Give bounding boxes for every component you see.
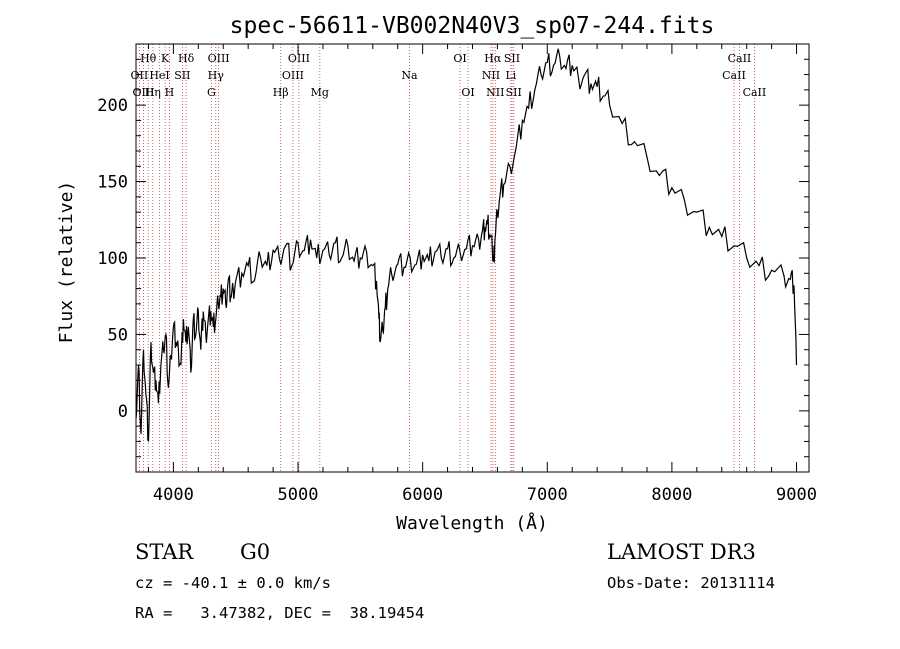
line-label-14: OIII [288, 52, 310, 65]
line-label-22: SII [504, 52, 520, 65]
x-axis-label: Wavelength (Å) [396, 512, 548, 534]
line-label-13: OIII [282, 69, 304, 82]
x-tick-label: 5000 [278, 485, 319, 505]
spectral-line-labels: Hθ OII OIII K HeI Hη SII H Hδ OIII Hγ G Hβ OIII OIII Mg… [131, 52, 767, 99]
y-tick-label: 150 [97, 173, 128, 193]
spectrum-chart: spec-56611-VB002N40V3_sp07-244.fits Hθ OI… [0, 0, 900, 540]
x-tick-label: 8000 [651, 485, 692, 505]
spectrum-series-line [135, 48, 798, 442]
x-tick-label: 7000 [527, 485, 568, 505]
object-subclass: G0 [240, 540, 271, 564]
line-label-20: NII [482, 69, 500, 82]
line-label-9: OIII [208, 52, 230, 65]
line-label-11: G [207, 86, 216, 99]
y-tick-label: 200 [97, 96, 128, 116]
chart-background [0, 0, 900, 540]
ra-dec: RA = 3.47382, DEC = 38.19454 [135, 604, 425, 622]
y-tick-label: 100 [97, 249, 128, 269]
line-label-15: Mg [311, 86, 329, 99]
line-label-1: OII [131, 69, 149, 82]
line-label-3: K [161, 52, 170, 65]
object-class: STAR [135, 540, 194, 564]
line-label-12: Hβ [273, 86, 289, 99]
spectral-line-markers [138, 44, 755, 472]
line-label-24: SII [506, 86, 522, 99]
line-label-7: H [165, 86, 175, 99]
line-label-10: Hγ [208, 69, 225, 82]
line-label-8: Hδ [178, 52, 195, 65]
line-label-25: CaII [728, 52, 752, 65]
redshift-cz: cz = -40.1 ± 0.0 km/s [135, 574, 331, 592]
line-label-26: CaII [722, 69, 746, 82]
obs-date: Obs-Date: 20131114 [607, 574, 775, 592]
x-tick-label: 9000 [776, 485, 817, 505]
line-label-19: Hα [484, 52, 502, 65]
y-tick-label: 0 [118, 402, 128, 422]
x-axis-ticks: 4000 5000 6000 7000 8000 9000 [147, 44, 817, 505]
line-label-23: Li [505, 69, 516, 82]
line-label-5: Hη [145, 86, 161, 99]
line-label-2: OIII [132, 86, 154, 99]
survey-name: LAMOST DR3 [607, 540, 756, 564]
y-axis-label: Flux (relative) [56, 181, 77, 344]
line-label-18: OI [461, 86, 474, 99]
line-label-16: Na [401, 69, 418, 82]
chart-title: spec-56611-VB002N40V3_sp07-244.fits [230, 13, 715, 39]
line-label-17: OI [453, 52, 466, 65]
line-label-6: SII [174, 69, 190, 82]
line-label-4: HeI [149, 69, 169, 82]
line-label-27: CaII [743, 86, 767, 99]
y-tick-label: 50 [108, 325, 128, 345]
y-axis-ticks: 0 50 100 150 200 [97, 43, 809, 473]
line-label-21: NII [486, 86, 504, 99]
x-tick-label: 4000 [153, 485, 194, 505]
x-tick-label: 6000 [402, 485, 443, 505]
line-label-0: Hθ [140, 52, 157, 65]
